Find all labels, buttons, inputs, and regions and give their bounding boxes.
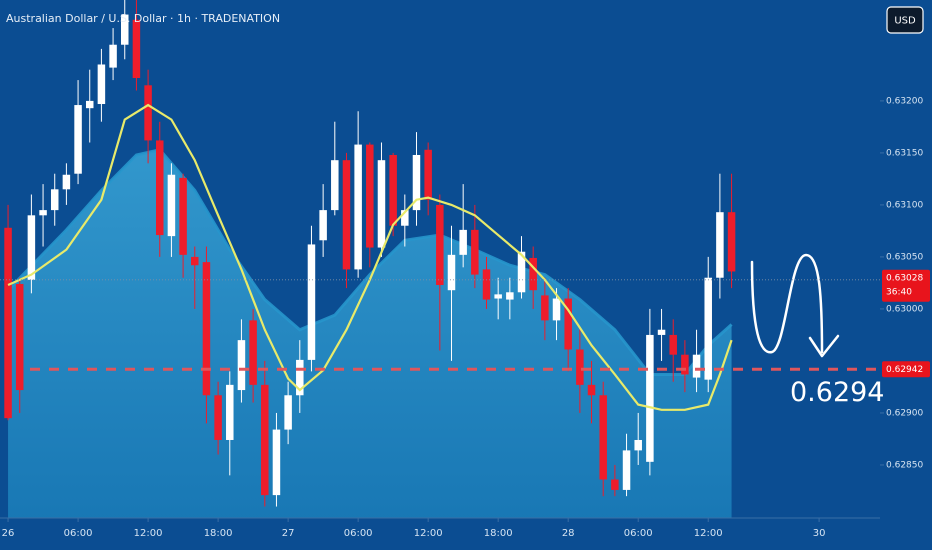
candle-body bbox=[120, 14, 129, 45]
target-label: 0.62942 bbox=[886, 365, 923, 375]
candle-body bbox=[611, 479, 619, 490]
candle-body bbox=[436, 204, 444, 286]
candle-body bbox=[237, 340, 246, 391]
candle-body bbox=[191, 256, 199, 266]
candle-body bbox=[657, 329, 666, 335]
candle-body bbox=[50, 189, 59, 211]
x-tick-label: 28 bbox=[562, 528, 575, 539]
candle-body bbox=[354, 144, 362, 270]
candle-body bbox=[692, 354, 701, 378]
y-tick-label: 0.63050 bbox=[886, 252, 923, 262]
countdown-label: 36:40 bbox=[886, 287, 912, 297]
x-tick-label: 12:00 bbox=[134, 528, 163, 539]
candle-body bbox=[202, 262, 211, 396]
target-badge bbox=[882, 361, 930, 378]
candle-body bbox=[15, 283, 24, 391]
candle-body bbox=[401, 210, 409, 226]
candle-body bbox=[716, 212, 724, 278]
candle-body bbox=[342, 160, 351, 270]
candle-body bbox=[214, 395, 222, 440]
candle-body bbox=[97, 64, 106, 105]
candle-body bbox=[576, 349, 584, 385]
candle-body bbox=[249, 320, 257, 385]
candle-body bbox=[587, 384, 596, 396]
candle-body bbox=[564, 298, 572, 350]
candle-body bbox=[39, 210, 47, 216]
ma-line bbox=[7, 103, 733, 411]
x-tick-label: 27 bbox=[282, 528, 295, 539]
plot-area bbox=[4, 0, 736, 518]
y-tick-label: 0.63000 bbox=[886, 304, 923, 314]
candle-body bbox=[74, 105, 82, 174]
candle-body bbox=[646, 334, 654, 462]
y-tick-label: 0.63100 bbox=[886, 200, 923, 210]
candle-body bbox=[27, 215, 36, 280]
candle-body bbox=[296, 359, 304, 396]
candle-body bbox=[727, 212, 736, 272]
candle-body bbox=[599, 395, 607, 480]
x-tick-label: 12:00 bbox=[694, 528, 723, 539]
drawn-arrow bbox=[750, 253, 824, 354]
x-tick-label: 18:00 bbox=[484, 528, 513, 539]
candle-body bbox=[4, 227, 12, 419]
candle-body bbox=[669, 334, 677, 355]
y-tick-label: 0.62900 bbox=[886, 408, 923, 418]
candle-body bbox=[552, 298, 561, 321]
currency-button[interactable]: USD bbox=[886, 6, 924, 34]
last-price-label: 0.63028 bbox=[886, 273, 923, 283]
candle-body bbox=[226, 384, 234, 440]
candle-body bbox=[424, 149, 432, 200]
candle-body bbox=[506, 292, 514, 300]
candle-body bbox=[156, 140, 164, 236]
candle-body bbox=[85, 100, 94, 109]
x-tick-label: 26 bbox=[2, 528, 15, 539]
x-tick-label: 18:00 bbox=[204, 528, 233, 539]
candle-body bbox=[634, 439, 642, 451]
chart-title: Australian Dollar / U.S. Dollar · 1h · T… bbox=[6, 12, 280, 25]
x-tick-label: 12:00 bbox=[414, 528, 443, 539]
candle-body bbox=[109, 44, 117, 68]
candle-body bbox=[681, 354, 689, 375]
candle-body bbox=[541, 295, 549, 321]
candle-body bbox=[284, 395, 292, 430]
candle-body bbox=[412, 154, 421, 211]
arrow-head bbox=[808, 334, 840, 358]
candle-body bbox=[319, 210, 327, 241]
candle-body bbox=[377, 160, 386, 248]
candle-body bbox=[622, 450, 631, 490]
x-tick-label: 06:00 bbox=[64, 528, 93, 539]
candle-body bbox=[179, 177, 187, 255]
target-annotation: 0.6294 bbox=[790, 377, 884, 408]
area-fill bbox=[8, 149, 732, 518]
x-tick-label: 06:00 bbox=[624, 528, 653, 539]
candle-body bbox=[167, 174, 176, 237]
candle-body bbox=[529, 257, 537, 291]
candle-body bbox=[482, 269, 491, 300]
candle-body bbox=[261, 384, 269, 496]
candle-body bbox=[272, 429, 281, 496]
y-tick-label: 0.63150 bbox=[886, 148, 923, 158]
candle-body bbox=[459, 229, 467, 255]
x-tick-label: 30 bbox=[813, 528, 826, 539]
candle-body bbox=[366, 144, 374, 248]
candle-body bbox=[144, 85, 152, 141]
candle-body bbox=[132, 19, 141, 79]
y-tick-label: 0.62850 bbox=[886, 460, 923, 470]
y-tick-label: 0.63200 bbox=[886, 96, 923, 106]
candle-body bbox=[704, 277, 712, 380]
candle-body bbox=[471, 229, 479, 275]
last-price-badge bbox=[882, 269, 930, 302]
candle-body bbox=[307, 244, 316, 360]
candle-body bbox=[389, 154, 397, 226]
x-tick-label: 06:00 bbox=[344, 528, 373, 539]
candle-body bbox=[494, 294, 502, 299]
candle-body bbox=[331, 160, 339, 211]
candle-body bbox=[447, 254, 456, 291]
candle-body bbox=[517, 251, 526, 293]
button-label[interactable]: USD bbox=[894, 16, 916, 27]
button-frame[interactable] bbox=[886, 6, 924, 34]
candle-body bbox=[62, 174, 71, 190]
